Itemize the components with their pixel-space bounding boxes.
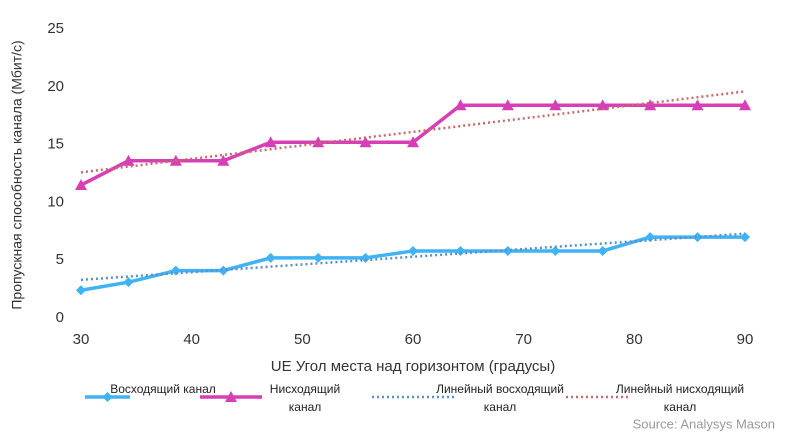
source-note: Source: Analysys Mason [633, 416, 775, 431]
point-marker [740, 232, 750, 243]
x-tick-label: 70 [515, 331, 532, 348]
point-marker [225, 391, 237, 402]
y-tick-label: 0 [56, 309, 64, 326]
point-marker [359, 136, 372, 148]
legend-label: Нисходящий канал [269, 382, 341, 414]
point-marker [502, 245, 513, 256]
point-marker [549, 99, 562, 111]
point-marker [407, 136, 419, 148]
point-marker [170, 265, 181, 276]
point-marker [692, 232, 703, 243]
point-marker [313, 252, 324, 263]
y-axis-label: Пропускная способность канала (Мбит/с) [9, 40, 25, 309]
x-tick-label: 60 [405, 331, 422, 348]
point-marker [122, 154, 135, 166]
point-marker [550, 245, 561, 256]
y-tick-label: 25 [47, 20, 64, 37]
point-marker [644, 99, 657, 111]
point-marker [501, 99, 514, 111]
x-tick-label: 50 [294, 331, 311, 348]
y-tick-label: 20 [47, 78, 64, 95]
point-marker [360, 252, 371, 263]
point-marker [102, 392, 113, 402]
x-tick-label: 90 [737, 331, 754, 348]
point-marker [645, 232, 656, 243]
y-tick-label: 15 [47, 136, 64, 153]
point-marker [218, 265, 229, 276]
point-marker [739, 99, 751, 111]
point-marker [596, 99, 609, 111]
x-tick-label: 80 [626, 331, 643, 348]
y-tick-label: 10 [47, 193, 64, 210]
legend-label: Линейный нисходящий канал [615, 382, 745, 414]
point-marker [264, 136, 277, 148]
trend-line [80, 90, 746, 174]
point-marker [265, 252, 276, 263]
point-marker [454, 99, 467, 111]
point-marker [217, 154, 230, 166]
x-axis-label: UE Угол места над горизонтом (градусы) [271, 358, 555, 375]
point-marker [455, 245, 466, 256]
x-tick-label: 40 [183, 331, 200, 348]
legend-label: Линейный восходящий канал [436, 382, 564, 414]
y-tick-label: 5 [56, 251, 64, 268]
point-marker [408, 245, 418, 256]
series-line [80, 235, 745, 292]
point-marker [597, 245, 608, 256]
point-marker [123, 277, 134, 288]
x-tick-label: 30 [73, 331, 90, 348]
point-marker [76, 285, 86, 296]
point-marker [75, 179, 87, 191]
trend-line [80, 232, 746, 282]
legend-label: Восходящий канал [110, 382, 216, 396]
point-marker [691, 99, 704, 111]
